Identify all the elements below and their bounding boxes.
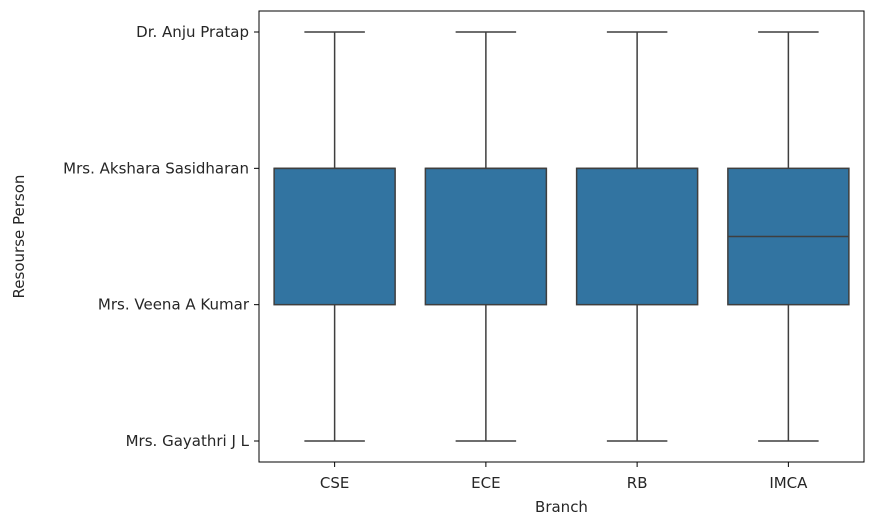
- box-group-rb: [575, 31, 699, 442]
- box-group-cse: [273, 31, 396, 442]
- y-axis-label: Resourse Person: [10, 175, 28, 299]
- x-tick-label: IMCA: [769, 474, 808, 492]
- x-tick-label: RB: [627, 474, 648, 492]
- box-iqr: [424, 167, 548, 306]
- x-tick-label: CSE: [320, 474, 349, 492]
- x-axis-label: Branch: [535, 498, 588, 516]
- plot-frame: [258, 10, 865, 463]
- plot-layer: [273, 31, 850, 442]
- box-group-imca: [727, 31, 850, 442]
- y-tick-label: Mrs. Akshara Sasidharan: [63, 159, 249, 177]
- box-iqr: [273, 167, 396, 306]
- box-group-ece: [424, 31, 548, 442]
- y-axis: Dr. Anju Pratap Mrs. Akshara Sasidharan Mr…: [63, 23, 259, 450]
- y-tick-label: Mrs. Gayathri J L: [126, 432, 250, 450]
- y-tick-label: Dr. Anju Pratap: [136, 23, 249, 41]
- x-tick-label: ECE: [471, 474, 500, 492]
- x-axis: CSE ECE RB IMCA: [320, 462, 808, 492]
- box-iqr: [575, 167, 699, 306]
- y-tick-label: Mrs. Veena A Kumar: [98, 296, 250, 314]
